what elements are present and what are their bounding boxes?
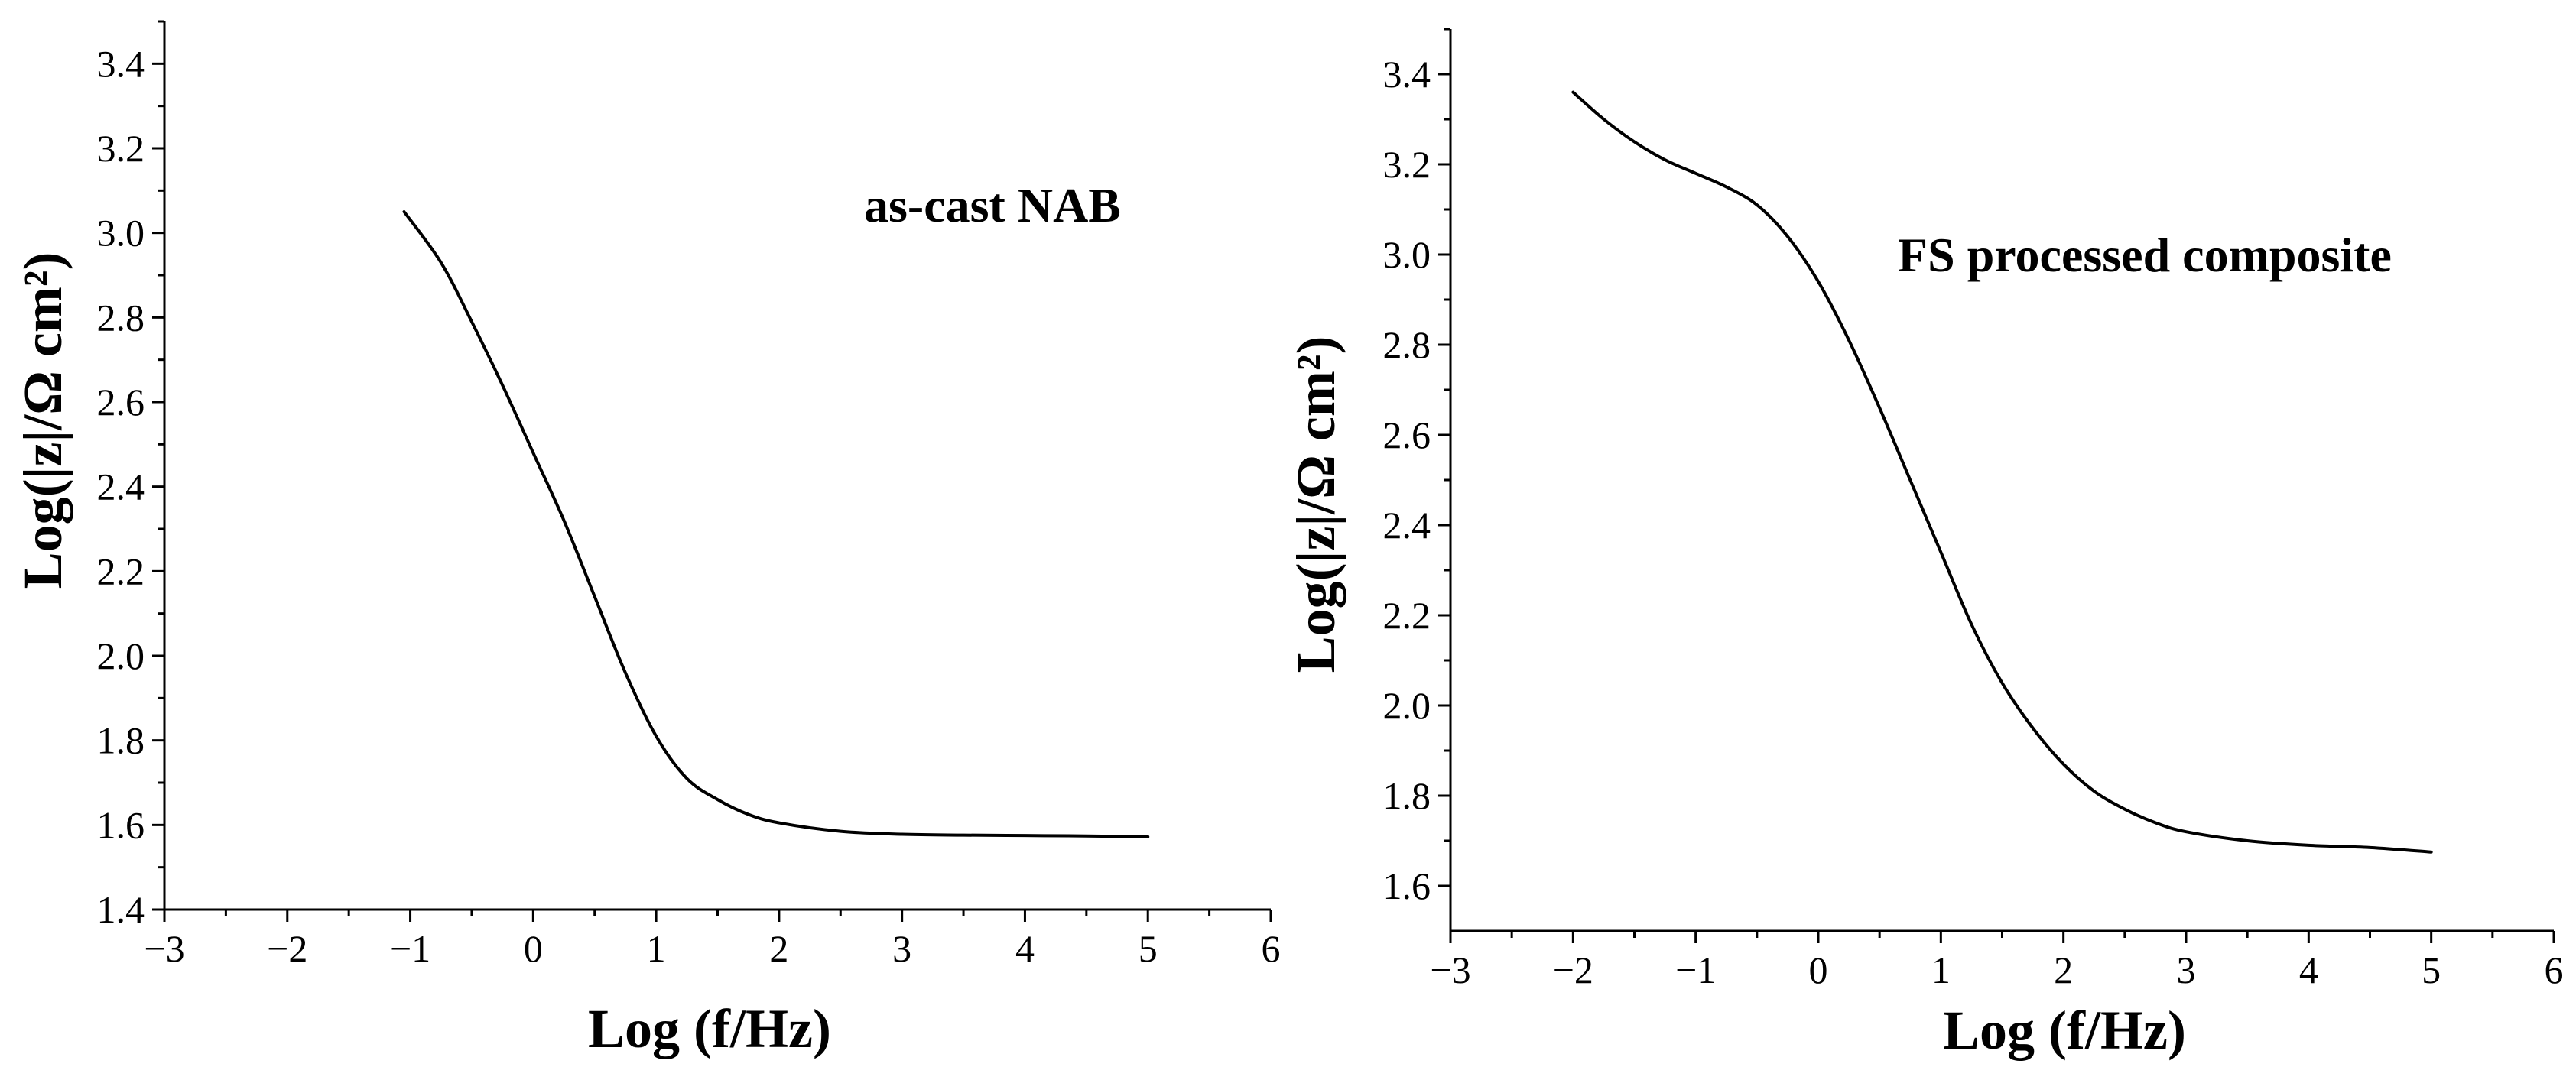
x-tick-label: 2 <box>2054 949 2073 991</box>
series-line <box>402 210 1150 838</box>
y-tick-label: 1.6 <box>1383 864 1431 907</box>
x-tick-label: 5 <box>1139 927 1158 970</box>
x-axis-title: Log (f/Hz) <box>588 998 831 1059</box>
y-tick-label: 2.0 <box>97 634 145 677</box>
chart-right-svg: −3 −2 −1 0 1 2 3 4 5 6 1.6 1.8 2.0 2.2 2.4 2.6 2.8 3.0 3.2… <box>1285 28 2564 1061</box>
marks <box>402 210 1150 838</box>
y-tick-label: 3.2 <box>1383 143 1431 186</box>
x-tick-label: 4 <box>2299 949 2318 991</box>
y-axis-title: Log(|z|/Ω cm²) <box>1285 336 1346 673</box>
x-tick-label: 0 <box>1809 949 1828 991</box>
chart-right: −3 −2 −1 0 1 2 3 4 5 6 1.6 1.8 2.0 2.2 2.4 2.6 2.8 3.0 3.2… <box>1285 0 2576 1080</box>
y-tick-label: 1.6 <box>97 803 145 846</box>
chart-annotation: as-cast NAB <box>864 178 1121 232</box>
chart-left: −3 −2 −1 0 1 2 3 4 5 6 1.4 1.6 1.8 2.0 2.2 2.4 2.6 2.8 3.0… <box>0 0 1285 1080</box>
axes: −3 −2 −1 0 1 2 3 4 5 6 1.6 1.8 2.0 2.2 2.4 2.6 2.8 3.0 3.2… <box>1383 28 2564 991</box>
y-tick-label: 2.2 <box>97 550 145 592</box>
x-tick-label: −1 <box>390 927 430 970</box>
marks <box>1571 90 2433 854</box>
y-tick-label: 1.8 <box>1383 774 1431 817</box>
x-tick-label: 6 <box>1262 927 1281 970</box>
x-tick-label: 6 <box>2545 949 2564 991</box>
chart-annotation: FS processed composite <box>1898 228 2392 282</box>
x-tick-label: 3 <box>892 927 911 970</box>
y-tick-label: 2.0 <box>1383 684 1431 727</box>
x-tick-label: 2 <box>769 927 788 970</box>
chart-left-svg: −3 −2 −1 0 1 2 3 4 5 6 1.4 1.6 1.8 2.0 2.2 2.4 2.6 2.8 3.0… <box>12 20 1281 1059</box>
series-line <box>1571 90 2433 854</box>
y-tick-label: 3.0 <box>1383 233 1431 276</box>
x-tick-label: 1 <box>1931 949 1951 991</box>
x-tick-label: 0 <box>524 927 543 970</box>
y-tick-label: 2.4 <box>1383 504 1431 546</box>
y-tick-label: 3.2 <box>97 127 145 170</box>
x-tick-label: 3 <box>2177 949 2196 991</box>
y-tick-label: 2.8 <box>1383 323 1431 366</box>
x-tick-label: 4 <box>1015 927 1035 970</box>
y-tick-label: 2.8 <box>97 296 145 339</box>
x-axis-title: Log (f/Hz) <box>1943 1000 2186 1061</box>
y-tick-label: 2.2 <box>1383 594 1431 637</box>
y-axis-title: Log(|z|/Ω cm²) <box>12 252 73 589</box>
x-tick-label: −2 <box>267 927 307 970</box>
x-tick-label: −1 <box>1675 949 1716 991</box>
y-tick-label: 1.8 <box>97 719 145 762</box>
x-tick-label: −2 <box>1553 949 1593 991</box>
y-tick-label: 1.4 <box>97 888 145 931</box>
y-tick-label: 3.4 <box>97 42 145 85</box>
y-tick-label: 2.6 <box>1383 414 1431 456</box>
y-tick-label: 2.4 <box>97 465 145 508</box>
x-tick-label: −3 <box>144 927 184 970</box>
axes: −3 −2 −1 0 1 2 3 4 5 6 1.4 1.6 1.8 2.0 2.2 2.4 2.6 2.8 3.0… <box>97 20 1281 970</box>
x-tick-label: 5 <box>2422 949 2441 991</box>
x-tick-label: 1 <box>647 927 666 970</box>
x-tick-label: −3 <box>1430 949 1470 991</box>
y-tick-label: 3.0 <box>97 212 145 255</box>
y-tick-label: 3.4 <box>1383 53 1431 96</box>
y-tick-label: 2.6 <box>97 381 145 423</box>
